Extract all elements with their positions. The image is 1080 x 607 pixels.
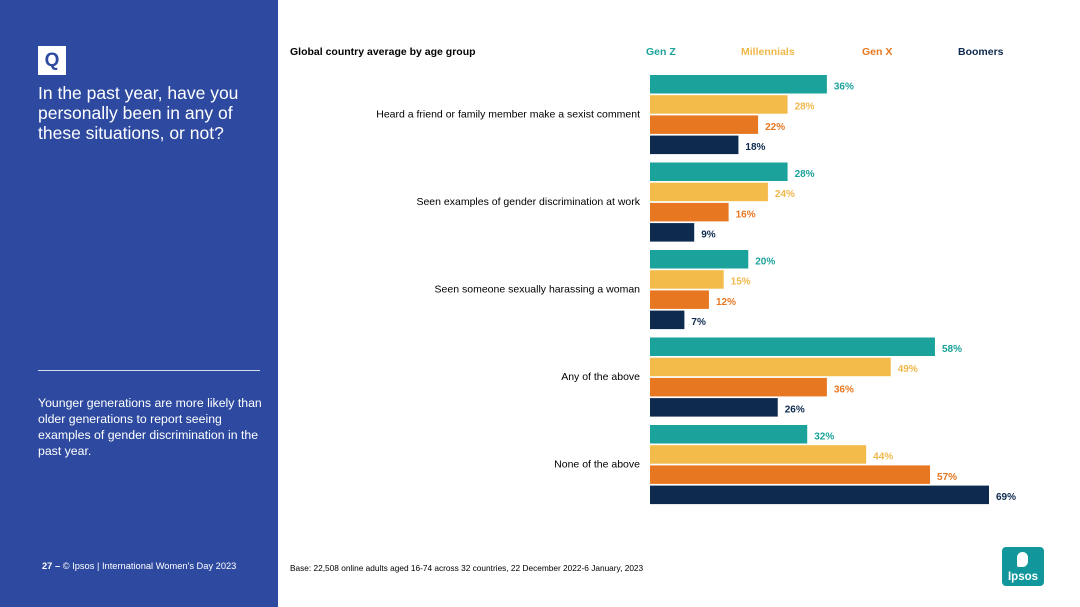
data-label-millennials: 15% [731,277,751,288]
page-number: 27 [42,561,53,571]
data-label-millennials: 49% [898,364,918,375]
data-label-gen-z: 28% [795,169,815,180]
data-label-gen-x: 22% [765,122,785,133]
legend-gen-x: Gen X [862,46,893,58]
bar-gen-x [650,465,931,484]
bar-boomers [650,485,989,505]
data-label-boomers: 9% [701,230,716,241]
bar-gen-z [650,425,808,444]
category-label: Any of the above [561,371,640,383]
bar-millennials [650,182,768,202]
data-label-gen-x: 16% [736,209,756,220]
data-label-gen-x: 12% [716,297,736,308]
bar-millennials [650,95,788,114]
data-label-gen-z: 36% [834,82,854,93]
logo-text: Ipsos [1007,571,1039,583]
legend-gen-z: Gen Z [646,46,676,58]
question-badge: Q [38,46,66,75]
sidebar-divider [38,370,260,371]
bar-gen-z [650,337,935,356]
data-label-boomers: 69% [996,492,1016,503]
category-label: None of the above [554,458,640,470]
page-dash: – [54,561,63,571]
category-label: Heard a friend or family member make a s… [376,108,640,120]
footer-copyright: © Ipsos | International Women's Day 2023 [62,561,237,571]
data-label-boomers: 26% [785,405,805,416]
bar-boomers [650,398,778,417]
data-label-gen-z: 32% [814,432,834,443]
data-label-boomers: 7% [691,317,706,328]
category-label: Seen examples of gender discrimination a… [416,196,640,208]
bar-gen-z [650,250,749,269]
data-label-gen-x: 57% [937,472,957,483]
category-label: Seen someone sexually harassing a woman [435,283,641,295]
data-label-boomers: 18% [745,142,765,153]
question-text: In the past year, have you personally be… [38,83,239,143]
bar-gen-z [650,75,827,94]
base-note: Base: 22,508 online adults aged 16-74 ac… [290,563,644,573]
data-label-millennials: 28% [795,102,815,113]
bar-gen-x [650,290,709,309]
bar-gen-x [650,202,729,222]
logo-mark-icon [1017,552,1028,567]
sidebar-panel: Q In the past year, have you personally … [0,0,278,607]
bar-boomers [650,310,685,330]
ipsos-logo: Ipsos [1002,547,1044,586]
footer-left: 27 – © Ipsos | International Women's Day… [42,561,236,571]
bar-boomers [650,223,695,242]
data-label-gen-z: 58% [942,344,962,355]
bar-gen-x [650,115,759,134]
data-label-gen-z: 20% [755,257,775,268]
bar-gen-z [650,162,788,181]
data-label-millennials: 44% [873,452,893,463]
takeaway-text: Younger generations are more likely than… [38,396,262,458]
data-label-millennials: 24% [775,189,795,200]
data-label-gen-x: 36% [834,384,854,395]
legend-millennials: Millennials [741,46,795,58]
bar-millennials [650,445,867,464]
legend-boomers: Boomers [958,46,1004,58]
bar-gen-x [650,377,827,397]
bar-millennials [650,357,891,377]
bar-boomers [650,135,739,155]
chart-title: Global country average by age group [290,46,476,58]
bar-millennials [650,270,724,289]
